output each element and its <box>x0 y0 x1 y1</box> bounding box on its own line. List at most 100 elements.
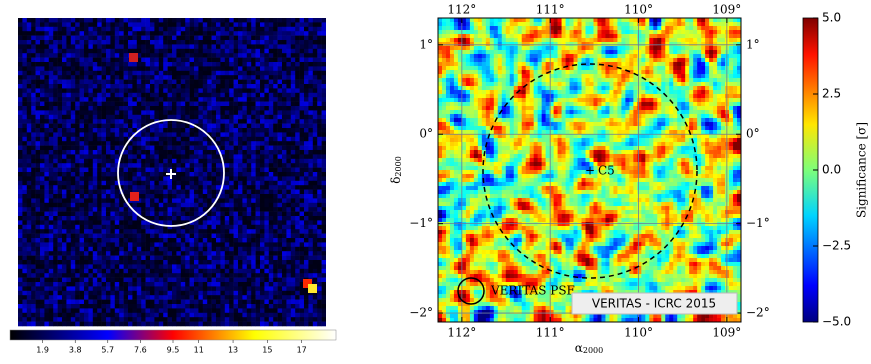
pixel <box>172 216 177 221</box>
pixel <box>154 35 160 41</box>
pixel <box>158 229 164 234</box>
pixel <box>194 282 199 287</box>
pixel <box>251 304 256 309</box>
pixel <box>321 48 326 54</box>
pixel <box>268 216 274 221</box>
pixel <box>92 48 98 54</box>
pixel <box>75 119 80 124</box>
pixel <box>150 308 155 314</box>
pixel <box>48 198 54 204</box>
pixel <box>123 312 129 318</box>
pixel <box>84 295 89 300</box>
pixel <box>238 211 243 217</box>
pixel <box>176 233 182 239</box>
pixel <box>299 308 305 314</box>
pixel <box>150 154 155 160</box>
pixel <box>290 70 296 76</box>
pixel <box>48 88 54 94</box>
pixel <box>84 114 89 120</box>
pixel <box>238 255 243 261</box>
pixel <box>53 141 58 146</box>
pixel <box>194 128 199 133</box>
pixel <box>84 286 89 292</box>
pixel <box>277 202 283 208</box>
pixel <box>273 145 278 151</box>
pixel <box>220 35 226 41</box>
pixel <box>224 167 230 173</box>
pixel <box>101 185 107 190</box>
pixel <box>167 150 173 155</box>
pixel <box>308 48 314 54</box>
pixel <box>26 277 32 283</box>
pixel <box>110 57 116 63</box>
pixel <box>233 304 239 309</box>
pixel <box>264 18 270 23</box>
pixel <box>128 242 133 248</box>
pixel <box>282 97 287 102</box>
pixel <box>277 277 283 283</box>
pixel <box>308 31 314 36</box>
pixel <box>185 317 190 322</box>
pixel <box>277 264 283 270</box>
pixel <box>224 53 230 58</box>
pixel <box>26 282 32 287</box>
pixel <box>88 286 94 292</box>
pixel <box>35 145 41 151</box>
pixel <box>202 114 208 120</box>
pixel <box>84 224 89 230</box>
pixel <box>154 132 160 138</box>
pixel <box>62 224 67 230</box>
pixel <box>198 295 204 300</box>
pixel <box>22 194 28 199</box>
pixel <box>189 180 195 186</box>
pixel <box>22 242 28 248</box>
pixel <box>44 317 50 322</box>
pixel <box>88 57 94 63</box>
pixel <box>304 31 309 36</box>
pixel <box>132 211 138 217</box>
pixel <box>40 150 45 155</box>
pixel <box>150 123 155 129</box>
pixel <box>44 246 50 252</box>
pixel <box>216 22 221 28</box>
pixel <box>233 277 239 283</box>
pixel <box>132 40 138 45</box>
pixel <box>264 145 270 151</box>
pixel <box>238 312 243 318</box>
pixel <box>185 264 190 270</box>
pixel <box>75 22 80 28</box>
pixel <box>136 123 142 129</box>
pixel <box>189 290 195 296</box>
pixel <box>295 233 300 239</box>
pixel <box>18 238 23 243</box>
pixel <box>101 290 107 296</box>
pixel <box>132 145 138 151</box>
pixel <box>132 70 138 76</box>
pixel <box>145 238 151 243</box>
pixel <box>110 26 116 32</box>
pixel <box>44 18 50 23</box>
pixel <box>255 154 261 160</box>
pixel <box>290 260 296 265</box>
pixel <box>260 299 265 305</box>
pixel <box>255 220 261 226</box>
pixel <box>295 246 300 252</box>
pixel <box>40 277 45 283</box>
pixel <box>106 251 111 256</box>
pixel <box>26 128 32 133</box>
pixel <box>299 260 305 265</box>
pixel <box>260 282 265 287</box>
pixel <box>97 233 102 239</box>
pixel <box>62 110 67 116</box>
pixel <box>321 172 326 177</box>
pixel <box>238 79 243 85</box>
pixel <box>84 176 89 182</box>
pixel <box>150 286 155 292</box>
pixel <box>57 282 63 287</box>
pixel <box>22 40 28 45</box>
pixel <box>321 150 326 155</box>
pixel <box>189 185 195 190</box>
pixel <box>238 224 243 230</box>
pixel <box>26 40 32 45</box>
pixel <box>286 119 292 124</box>
